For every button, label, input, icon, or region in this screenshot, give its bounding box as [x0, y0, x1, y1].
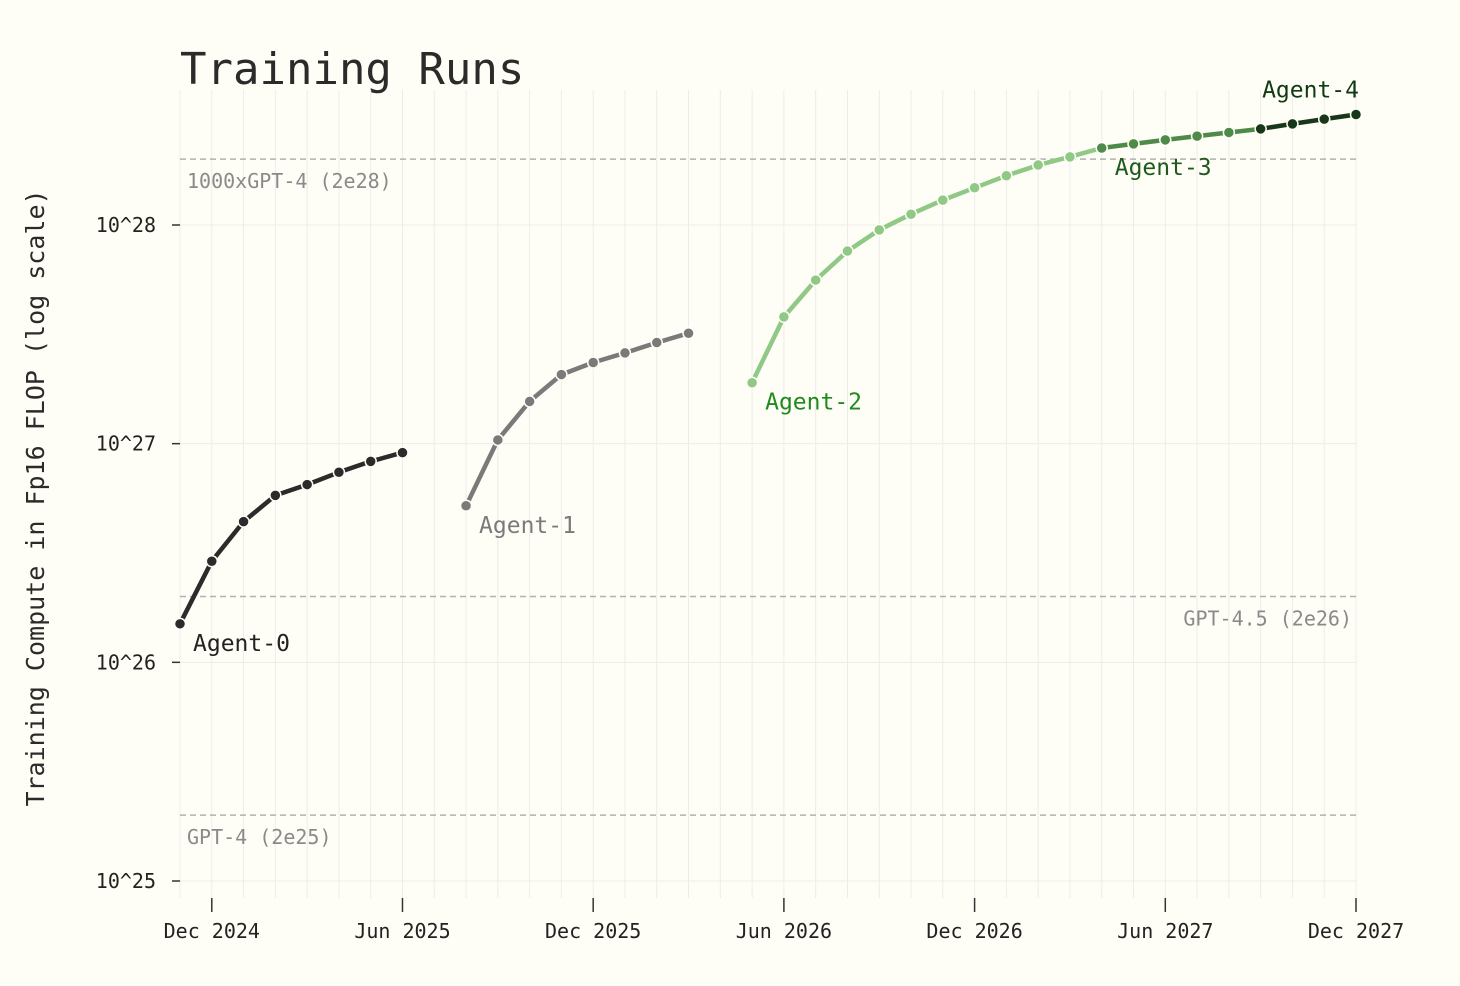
chart-title: Training Runs	[180, 44, 524, 95]
x-tick-label: Dec 2026	[926, 919, 1022, 943]
reference-label-gpt-4-2e25: GPT-4 (2e25)	[187, 825, 332, 849]
reference-label-1000xgpt-4-2e28: 1000xGPT-4 (2e28)	[187, 169, 392, 193]
data-point-agent-2	[1000, 169, 1013, 182]
data-point-agent-3	[1127, 137, 1140, 151]
x-tick-label: Jun 2027	[1117, 919, 1213, 943]
data-point-agent-2	[968, 181, 981, 195]
series-line-agent-3	[1099, 126, 1263, 151]
reference-lines: 1000xGPT-4 (2e28) GPT-4.5 (2e26) GPT-4 (2e…	[180, 158, 1356, 849]
series-label-agent-0: Agent-0	[193, 631, 290, 657]
reference-label-gpt-4-5-2e26: GPT-4.5 (2e26)	[1183, 607, 1352, 631]
series-line-agent-2	[749, 145, 1104, 385]
x-tick-label: Dec 2025	[545, 919, 641, 943]
data-point-agent-0	[300, 478, 314, 491]
y-tick-label: 10^26	[96, 650, 156, 674]
data-point-agent-1	[650, 336, 664, 349]
data-point-agent-0	[173, 617, 187, 631]
data-point-agent-1	[586, 356, 600, 369]
data-point-agent-2	[745, 376, 759, 389]
series-line-agent-0	[177, 450, 405, 627]
data-point-agent-1	[491, 433, 505, 447]
data-point-agent-3	[1095, 141, 1108, 155]
data-point-agent-1	[523, 395, 536, 408]
axes: 10^25 10^26 10^27 10^28 Dec 2024 Jun 2025 Dec …	[96, 213, 1404, 943]
data-point-agent-0	[396, 446, 409, 459]
series-line-agent-4	[1258, 112, 1359, 132]
series-label-agent-4: Agent-4	[1262, 78, 1359, 104]
data-point-agent-0	[332, 466, 346, 479]
data-point-agent-3	[1222, 126, 1236, 139]
data-point-agent-1	[682, 326, 695, 340]
y-tick-label: 10^28	[96, 213, 156, 237]
series-group	[173, 108, 1363, 631]
data-point-agent-4	[1254, 122, 1267, 136]
y-tick-label: 10^25	[96, 869, 156, 893]
x-tick-label: Dec 2027	[1308, 919, 1404, 943]
y-tick-label: 10^27	[96, 432, 156, 456]
data-point-agent-2	[936, 193, 950, 207]
series-label-agent-1: Agent-1	[479, 513, 576, 539]
x-tick-label: Jun 2026	[736, 919, 832, 943]
data-point-agent-2	[841, 244, 854, 258]
data-point-agent-2	[1063, 150, 1077, 164]
data-point-agent-4	[1317, 112, 1331, 126]
series-labels: Agent-0 Agent-1 Agent-2 Agent-3 Agent-4	[193, 78, 1359, 657]
data-point-agent-3	[1159, 133, 1172, 147]
data-point-agent-2	[809, 273, 822, 287]
series-label-agent-3: Agent-3	[1115, 155, 1212, 181]
data-point-agent-2	[1031, 158, 1045, 172]
x-tick-label: Dec 2024	[164, 919, 260, 943]
data-point-agent-0	[237, 515, 250, 528]
data-point-agent-0	[269, 489, 282, 502]
series-label-agent-2: Agent-2	[765, 390, 862, 416]
data-point-agent-2	[872, 223, 886, 237]
series-line-agent-1	[463, 330, 691, 509]
data-point-agent-1	[459, 499, 473, 513]
data-point-agent-1	[555, 368, 568, 381]
data-point-agent-4	[1286, 117, 1299, 131]
grid	[179, 90, 1357, 898]
data-point-agent-3	[1190, 129, 1204, 143]
y-axis-label: Training Compute in Fp16 FLOP (log scale…	[21, 189, 50, 806]
data-point-agent-1	[618, 346, 632, 360]
x-tick-label: Jun 2025	[354, 919, 450, 943]
data-point-agent-2	[904, 207, 918, 221]
data-point-agent-2	[777, 310, 791, 324]
data-point-agent-0	[205, 554, 219, 568]
data-point-agent-4	[1349, 108, 1363, 121]
data-point-agent-0	[364, 455, 377, 468]
